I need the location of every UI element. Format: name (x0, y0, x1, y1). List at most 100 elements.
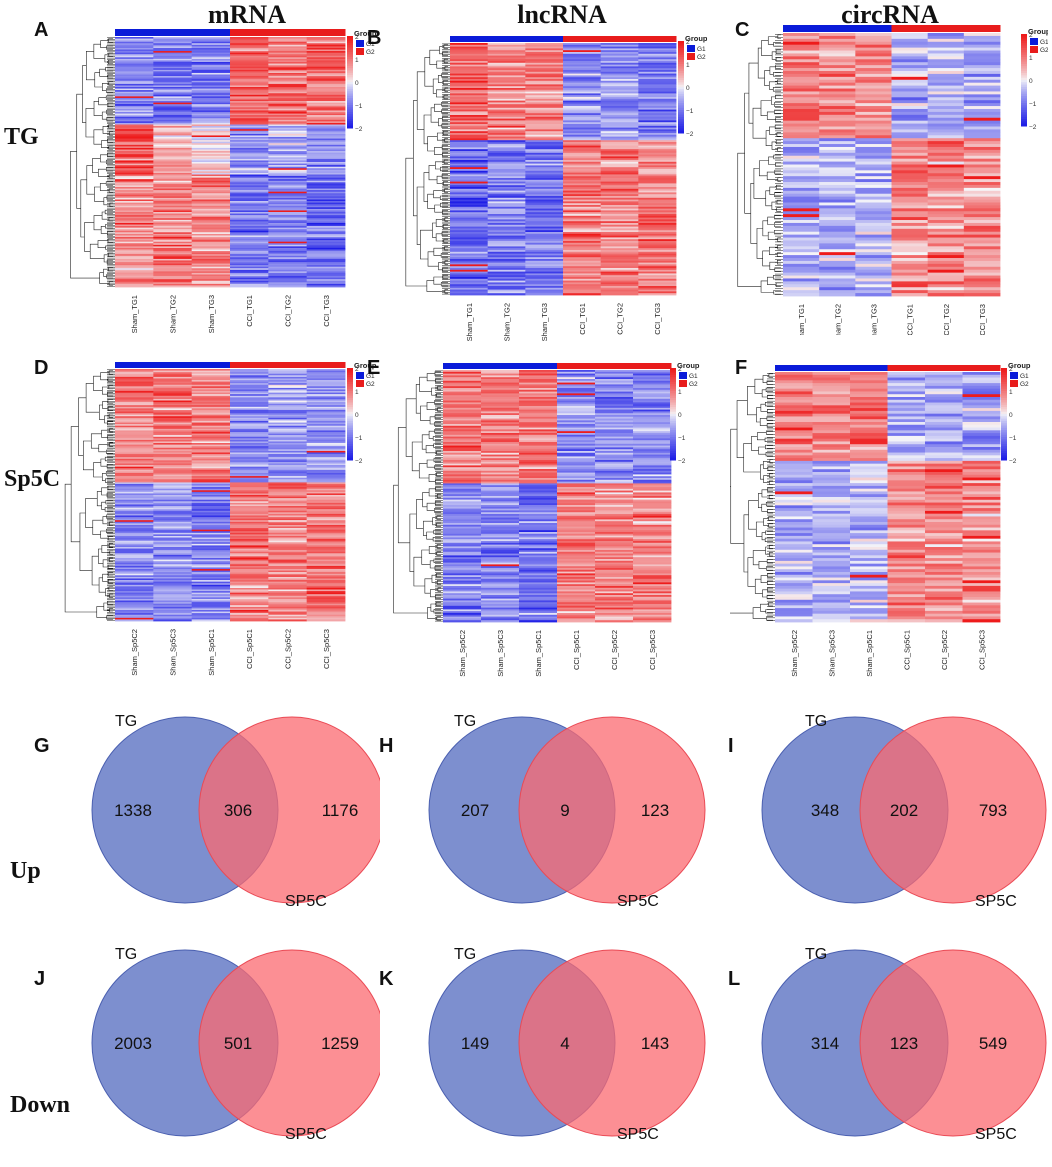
colorbar-step (1021, 36, 1027, 40)
heatmap-cell (638, 52, 677, 55)
heatmap-cell (268, 465, 308, 468)
heatmap-cell (306, 564, 346, 567)
dendrogram-branch (105, 95, 113, 100)
heatmap-cell (595, 427, 634, 430)
heatmap-cell (487, 118, 526, 121)
heatmap-cell (153, 408, 193, 411)
heatmap-cell (563, 176, 602, 179)
colorbar-step (678, 70, 684, 74)
heatmap-cell (153, 580, 193, 583)
heatmap-cell (230, 619, 269, 622)
dendrogram-branch (442, 152, 448, 157)
heatmap-cell (638, 125, 677, 128)
heatmap-cell (525, 233, 564, 236)
heatmap-cell (230, 406, 269, 409)
heatmap-cell (963, 214, 1001, 218)
heatmap-cell (268, 166, 308, 169)
heatmap-cell (963, 108, 1001, 113)
heatmap-cell (638, 242, 677, 245)
heatmap-cell (633, 440, 672, 443)
heatmap-cell (638, 221, 677, 224)
heatmap-cell (115, 432, 154, 434)
heatmap-cell (638, 196, 677, 199)
heatmap-cell (306, 97, 346, 100)
heatmap-cell (487, 48, 526, 51)
heatmap-cell (306, 62, 346, 64)
heatmap-cell (450, 102, 489, 105)
heatmap-cell (519, 530, 558, 533)
heatmap-cell (153, 512, 193, 515)
heatmap-cell (519, 537, 558, 540)
heatmap-cell (557, 443, 596, 446)
heatmap-cell (306, 143, 346, 146)
heatmap-cell (268, 439, 308, 442)
heatmap-cell (191, 565, 231, 568)
dendrogram-branch (776, 132, 781, 137)
heatmap-cell (600, 185, 639, 188)
dendrogram-branch (70, 150, 100, 279)
heatmap-cell (153, 179, 193, 182)
heatmap-cell (450, 242, 489, 245)
heatmap-cell (306, 405, 346, 408)
heatmap-cell (230, 49, 269, 52)
heatmap-cell (153, 47, 193, 50)
heatmap-cell (115, 537, 154, 540)
heatmap-cell (191, 512, 231, 515)
heatmap-cell (268, 469, 308, 472)
heatmap-cell (563, 289, 602, 292)
heatmap-cell (927, 269, 965, 274)
heatmap-cell (638, 55, 677, 58)
colorbar-step (1021, 80, 1027, 83)
heatmap-cell (306, 539, 346, 542)
heatmap-cell (557, 506, 596, 509)
heatmap-cell (600, 289, 639, 292)
heatmap-cell (153, 496, 193, 499)
heatmap-cell (563, 154, 602, 157)
heatmap-cell (525, 226, 564, 229)
heatmap-cell (595, 375, 634, 378)
heatmap-cell (595, 443, 634, 446)
heatmap-cell (153, 168, 193, 171)
heatmap-cell (230, 212, 269, 214)
heatmap-cell (153, 226, 193, 229)
heatmap-cell (600, 100, 639, 103)
heatmap-cell (525, 140, 564, 143)
heatmap-cell (230, 384, 269, 387)
heatmap-cell (153, 235, 193, 238)
dendrogram-branch (433, 276, 443, 285)
heatmap-cell (306, 565, 346, 568)
dendrogram-branch (444, 246, 448, 251)
heatmap-cell (927, 287, 965, 291)
heatmap-cell (525, 145, 564, 148)
heatmap-cell (855, 278, 892, 282)
heatmap-cell (481, 415, 520, 418)
heatmap-cell (191, 126, 231, 129)
heatmap-cell (443, 443, 482, 446)
heatmap-cell (191, 79, 231, 82)
heatmap-cell (191, 143, 231, 146)
heatmap-cell (306, 276, 346, 279)
heatmap-cell (963, 126, 1001, 130)
heatmap-cell (783, 50, 820, 54)
heatmap-cell (855, 281, 892, 285)
heatmap-cell (230, 606, 269, 609)
heatmap-cell (268, 176, 308, 179)
heatmap-cell (153, 424, 193, 427)
heatmap-cell (891, 176, 929, 180)
heatmap-cell (306, 183, 346, 186)
colorbar-step (347, 68, 353, 71)
heatmap-cell (557, 402, 596, 405)
heatmap-cell (638, 253, 677, 256)
heatmap-cell (519, 526, 558, 529)
heatmap-cell (487, 64, 526, 67)
heatmap-cell (268, 212, 308, 214)
heatmap-cell (525, 61, 564, 64)
heatmap-cell (191, 369, 231, 371)
heatmap-cell (191, 68, 231, 71)
heatmap-cell (268, 580, 308, 583)
heatmap-cell (115, 55, 154, 58)
heatmap-cell (191, 483, 231, 486)
heatmap-cell (115, 196, 154, 199)
heatmap-cell (563, 124, 602, 127)
heatmap-cell (153, 258, 193, 261)
